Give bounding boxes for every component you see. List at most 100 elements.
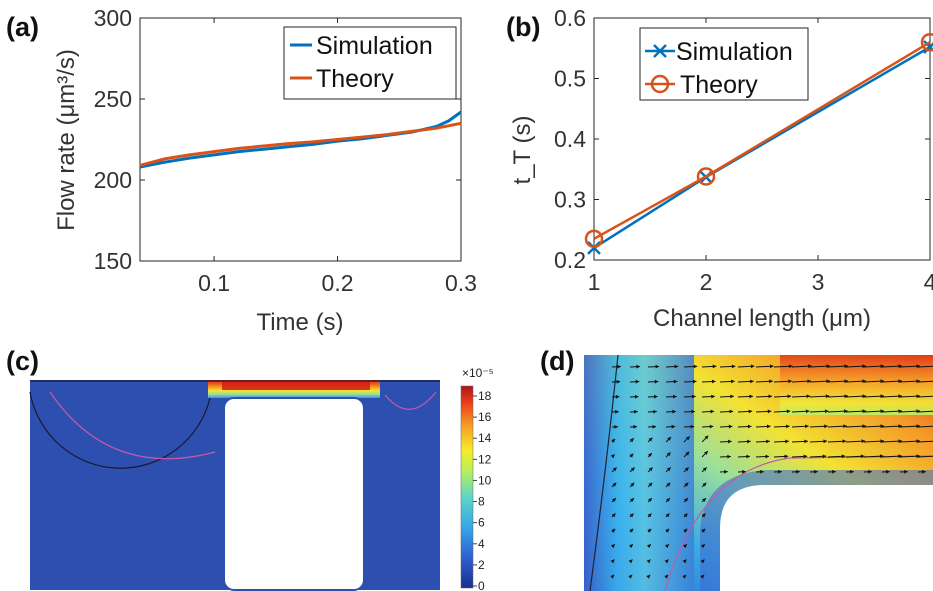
velocity-arrowhead [612, 467, 617, 472]
velocity-arrowhead [674, 364, 679, 369]
velocity-arrowhead [647, 513, 652, 518]
velocity-arrowhead [868, 469, 872, 474]
velocity-arrowhead [879, 454, 884, 459]
y-tick-label: 250 [94, 86, 132, 112]
velocity-arrowhead [704, 435, 709, 440]
velocity-arrowhead [786, 424, 790, 429]
legend-b-theory-marker [650, 74, 670, 94]
field-c-peak [222, 382, 370, 390]
panel-label-b: (b) [506, 12, 540, 42]
velocity-arrowhead [682, 574, 687, 579]
velocity-arrowhead [692, 379, 697, 384]
velocity-arrowhead [841, 454, 846, 459]
y-tick-label: 200 [94, 167, 132, 193]
velocity-arrowhead [729, 409, 734, 414]
velocity-arrowhead [671, 424, 676, 429]
velocity-arrowhead [724, 469, 728, 474]
velocity-arrowhead [700, 559, 705, 564]
velocity-arrowhead [652, 424, 657, 429]
velocity-arrowhead [767, 409, 772, 414]
velocity-arrowhead [787, 394, 792, 399]
velocity-arrowhead [630, 498, 634, 502]
velocity-arrowhead [666, 482, 671, 487]
velocity-arrowhead [898, 409, 902, 414]
colorbar-tick-label: 12 [478, 452, 492, 466]
velocity-arrowhead [612, 498, 616, 502]
velocity-arrowhead [844, 409, 848, 414]
velocity-arrowhead [826, 379, 830, 384]
velocity-arrow [917, 365, 933, 368]
velocity-arrowhead [805, 409, 810, 414]
velocity-arrowhead [702, 482, 707, 487]
velocity-arrowhead [898, 379, 902, 384]
velocity-arrow [917, 380, 933, 383]
legend-a-simulation-label: Simulation [316, 32, 433, 60]
velocity-arrowhead [616, 379, 621, 384]
field-c-obstacle [223, 397, 365, 591]
panel-label-a: (a) [6, 12, 39, 42]
velocity-arrowhead [630, 482, 635, 487]
velocity-arrowhead [769, 379, 773, 384]
velocity-arrowhead [916, 409, 920, 414]
velocity-arrowhead [611, 513, 616, 518]
colorbar-tick-label: 16 [478, 410, 492, 424]
velocity-arrowhead [803, 454, 808, 459]
panel-label-d: (d) [540, 346, 574, 376]
velocity-arrowhead [824, 409, 829, 414]
marker-theory [584, 229, 604, 249]
plot-b: 1 2 3 4 0.2 0.3 0.4 0.5 0.6 Simulation Theory Ch… [509, 5, 933, 332]
velocity-arrow [917, 455, 933, 458]
velocity-arrowhead [617, 364, 621, 369]
velocity-arrowhead [916, 424, 920, 429]
field-d-interface-1 [589, 354, 619, 591]
velocity-arrowhead [634, 409, 638, 414]
velocity-arrowhead [673, 394, 677, 399]
velocity-arrowhead [898, 424, 902, 429]
velocity-arrowhead [648, 467, 653, 472]
velocity-arrowhead [916, 454, 920, 459]
velocity-arrowhead [684, 467, 689, 472]
velocity-arrowhead [610, 574, 615, 579]
velocity-arrowhead [916, 379, 920, 384]
x-tick-label: 4 [924, 269, 933, 295]
velocity-arrowhead [704, 451, 708, 455]
plot-b-ylabel: t_T (s) [509, 116, 536, 185]
velocity-arrowhead [796, 469, 800, 474]
velocity-arrowhead [766, 439, 770, 444]
velocity-arrowhead [684, 498, 688, 502]
velocity-arrowhead [786, 409, 791, 414]
velocity-arrowhead [862, 409, 866, 414]
velocity-arrowhead [731, 379, 735, 384]
velocity-arrowhead [789, 364, 793, 369]
velocity-arrowhead [685, 436, 690, 441]
velocity-arrowhead [747, 439, 751, 444]
field-d-interface-2 [664, 455, 933, 591]
velocity-arrowhead [666, 467, 671, 472]
colorbar-gradient [460, 385, 474, 589]
velocity-arrowhead [747, 424, 752, 429]
colorbar-tick-label: 10 [478, 473, 492, 487]
velocity-arrowhead [862, 364, 866, 369]
velocity-arrowhead [805, 424, 809, 429]
velocity-arrowhead [766, 424, 771, 429]
y-tick-label: 0.5 [554, 66, 586, 92]
velocity-arrowhead [750, 364, 755, 369]
velocity-arrowhead [629, 513, 634, 518]
field-d-boundary-layer [700, 470, 933, 591]
legend-b-theory-label: Theory [680, 71, 758, 99]
velocity-arrowhead [612, 482, 617, 487]
velocity-arrowhead [673, 379, 678, 384]
velocity-arrowhead [710, 409, 715, 414]
velocity-arrowhead [850, 469, 854, 474]
velocity-arrowhead [804, 439, 808, 444]
panel-label-c: (c) [6, 346, 39, 376]
velocity-arrowhead [788, 379, 792, 384]
velocity-arrowhead [822, 454, 827, 459]
velocity-arrowhead [886, 469, 890, 474]
velocity-arrowhead [702, 467, 707, 472]
colorbar-tick-label: 2 [478, 558, 485, 572]
velocity-arrowhead [683, 528, 688, 533]
velocity-arrowhead [666, 498, 670, 502]
velocity-arrowhead [610, 544, 615, 549]
